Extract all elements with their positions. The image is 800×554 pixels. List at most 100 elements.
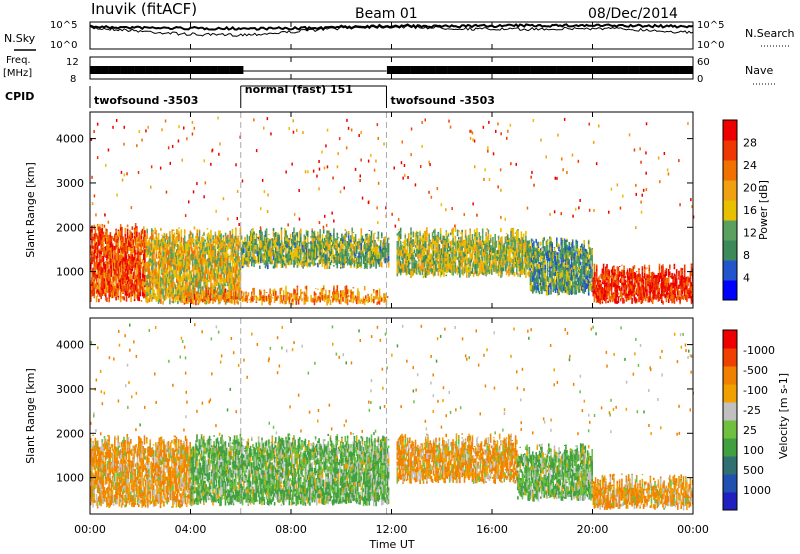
data-cell	[214, 266, 217, 271]
data-cell	[296, 240, 299, 246]
data-cell	[518, 251, 520, 258]
data-cell	[148, 246, 151, 251]
data-cell	[178, 239, 180, 242]
freq-bar	[110, 66, 114, 74]
data-cell	[215, 297, 218, 301]
data-cell	[101, 243, 104, 247]
data-cell	[156, 247, 159, 251]
data-cell	[285, 247, 287, 252]
data-cell	[136, 227, 138, 232]
data-cell	[117, 267, 120, 274]
data-cell	[222, 237, 225, 243]
data-cell	[293, 256, 295, 260]
data-cell	[152, 234, 154, 240]
noise-right-tick-low: 10^0	[697, 40, 724, 51]
data-cell	[486, 267, 488, 270]
data-cell	[109, 253, 112, 258]
data-cell	[492, 247, 494, 253]
data-cell	[170, 246, 172, 252]
data-cell	[517, 249, 519, 256]
data-cell	[422, 275, 425, 279]
data-cell	[478, 232, 481, 237]
data-cell	[172, 295, 175, 297]
freq-right-tick-high: 60	[697, 57, 710, 68]
data-cell	[227, 244, 229, 250]
data-cell	[328, 230, 331, 233]
data-cell	[360, 240, 363, 243]
data-cell	[91, 289, 93, 294]
data-cell	[113, 238, 115, 241]
data-cell	[344, 286, 347, 292]
data-cell	[415, 230, 418, 233]
data-cell	[134, 275, 137, 280]
data-cell	[151, 275, 153, 280]
data-cell	[437, 231, 440, 234]
data-cell	[422, 233, 425, 235]
data-cell	[519, 271, 521, 274]
data-cell	[290, 238, 293, 244]
data-cell	[253, 254, 255, 260]
data-cell	[134, 245, 137, 250]
data-cell	[149, 271, 152, 276]
data-cell	[525, 230, 527, 236]
data-cell	[141, 286, 144, 288]
data-cell	[216, 264, 219, 268]
data-cell	[228, 242, 230, 248]
data-cell	[282, 254, 285, 257]
data-cell	[191, 233, 194, 239]
data-cell	[168, 254, 170, 260]
data-cell	[529, 282, 532, 285]
data-cell	[511, 267, 514, 272]
data-cell	[163, 236, 166, 239]
data-cell	[417, 247, 419, 249]
data-cell	[204, 271, 206, 275]
data-cell	[459, 260, 461, 266]
data-cell	[178, 275, 180, 278]
data-cell	[302, 256, 304, 262]
data-cell	[237, 252, 239, 257]
data-cell	[484, 266, 486, 270]
data-cell	[320, 240, 323, 245]
data-cell	[505, 250, 508, 255]
data-cell	[95, 233, 98, 237]
data-cell	[399, 233, 402, 240]
data-cell	[382, 253, 384, 258]
freq-bar	[440, 66, 443, 74]
data-cell	[328, 235, 331, 242]
data-cell	[491, 240, 493, 241]
data-cell	[412, 268, 415, 272]
data-cell	[304, 286, 307, 289]
data-cell	[285, 263, 287, 269]
data-cell	[181, 298, 183, 303]
data-cell	[287, 296, 290, 300]
data-cell	[140, 248, 143, 252]
data-cell	[108, 234, 110, 237]
data-cell	[131, 226, 134, 230]
data-cell	[357, 264, 359, 268]
data-cell	[216, 267, 219, 270]
data-cell	[500, 260, 502, 265]
data-cell	[521, 245, 524, 250]
data-cell	[174, 274, 177, 278]
data-cell	[223, 254, 226, 258]
data-cell	[163, 247, 166, 249]
data-cell	[188, 246, 191, 250]
freq-bar	[396, 66, 399, 74]
data-cell	[208, 255, 211, 258]
data-cell	[347, 258, 350, 265]
data-cell	[124, 234, 127, 237]
freq-bar	[495, 66, 499, 74]
data-cell	[296, 263, 299, 265]
data-cell	[196, 246, 198, 251]
data-cell	[95, 286, 98, 291]
data-cell	[485, 257, 487, 263]
data-cell	[469, 229, 471, 234]
data-cell	[445, 258, 448, 261]
data-cell	[264, 230, 267, 234]
data-cell	[107, 238, 109, 242]
data-cell	[378, 258, 381, 265]
data-cell	[522, 263, 525, 268]
freq-bar	[164, 66, 167, 74]
data-cell	[215, 259, 218, 265]
data-cell	[476, 247, 478, 250]
